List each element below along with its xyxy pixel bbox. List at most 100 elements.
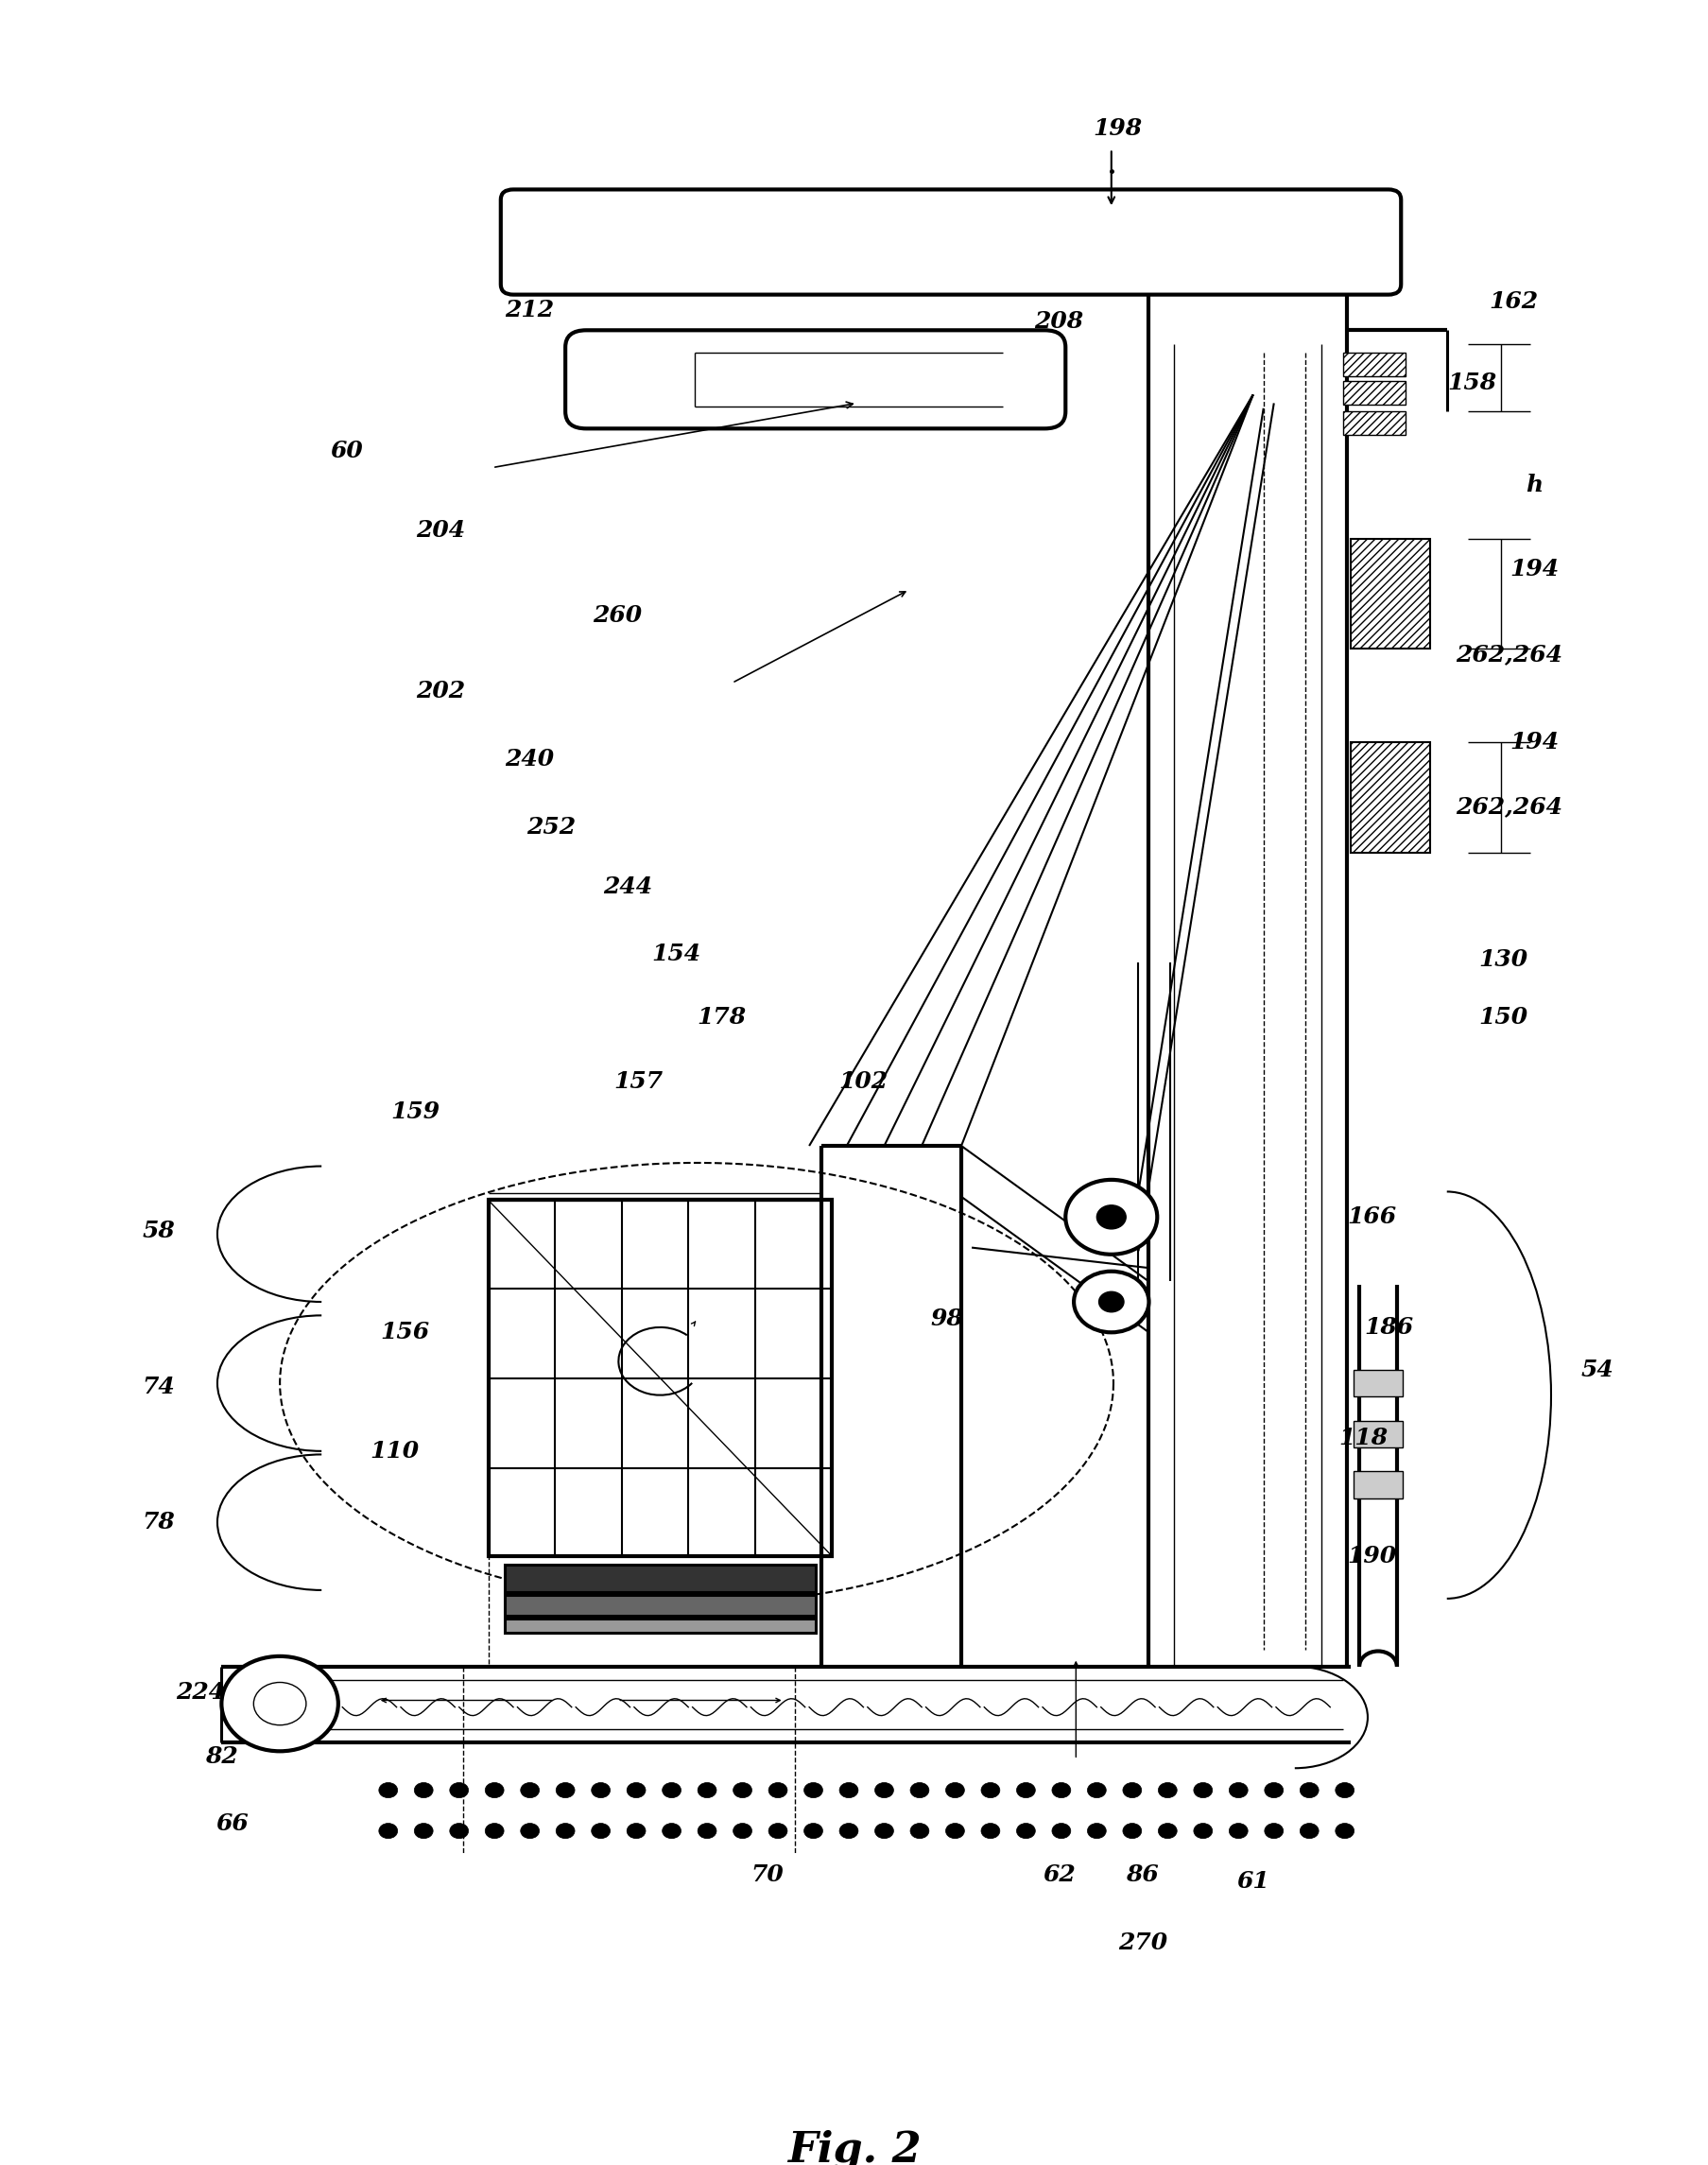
- Circle shape: [980, 1823, 999, 1838]
- Bar: [1351, 743, 1430, 853]
- Circle shape: [521, 1823, 540, 1838]
- Circle shape: [1088, 1823, 1107, 1838]
- Circle shape: [1336, 1823, 1354, 1838]
- Text: 240: 240: [506, 747, 555, 771]
- Circle shape: [521, 1782, 540, 1797]
- Text: 74: 74: [142, 1375, 176, 1399]
- Circle shape: [1122, 1823, 1141, 1838]
- Text: 58: 58: [142, 1219, 176, 1243]
- Circle shape: [379, 1823, 398, 1838]
- Circle shape: [557, 1823, 576, 1838]
- Circle shape: [1264, 1782, 1283, 1797]
- Text: 198: 198: [1093, 117, 1143, 141]
- Circle shape: [839, 1782, 857, 1797]
- Circle shape: [980, 1782, 999, 1797]
- Circle shape: [591, 1823, 610, 1838]
- Circle shape: [1336, 1782, 1354, 1797]
- Bar: [488, 1199, 832, 1557]
- Circle shape: [1264, 1823, 1283, 1838]
- Text: 86: 86: [1126, 1864, 1160, 1886]
- Circle shape: [1098, 1293, 1124, 1312]
- Text: 178: 178: [697, 1005, 746, 1028]
- Circle shape: [627, 1782, 646, 1797]
- Circle shape: [1122, 1782, 1141, 1797]
- Circle shape: [697, 1782, 716, 1797]
- Text: 60: 60: [330, 439, 364, 461]
- Text: 208: 208: [1035, 310, 1085, 333]
- Text: 157: 157: [613, 1070, 663, 1093]
- Text: 98: 98: [931, 1308, 963, 1329]
- Circle shape: [663, 1782, 681, 1797]
- FancyBboxPatch shape: [500, 191, 1401, 294]
- Circle shape: [697, 1823, 716, 1838]
- Circle shape: [485, 1823, 504, 1838]
- Text: 82: 82: [205, 1745, 237, 1767]
- Circle shape: [946, 1823, 965, 1838]
- Circle shape: [449, 1823, 468, 1838]
- Circle shape: [557, 1782, 576, 1797]
- Text: 262,264: 262,264: [1455, 643, 1563, 665]
- Text: 244: 244: [603, 875, 652, 898]
- FancyBboxPatch shape: [565, 331, 1066, 429]
- Circle shape: [839, 1823, 857, 1838]
- Bar: [1342, 381, 1406, 405]
- Text: 212: 212: [506, 299, 555, 320]
- Text: 166: 166: [1348, 1206, 1397, 1228]
- Circle shape: [591, 1782, 610, 1797]
- Circle shape: [449, 1782, 468, 1797]
- Bar: [1353, 1472, 1402, 1498]
- Circle shape: [1066, 1180, 1158, 1254]
- Text: 130: 130: [1479, 948, 1527, 970]
- Circle shape: [485, 1782, 504, 1797]
- Circle shape: [1194, 1823, 1213, 1838]
- Text: 118: 118: [1339, 1427, 1389, 1448]
- Bar: [1353, 1420, 1402, 1448]
- Text: 70: 70: [752, 1864, 784, 1886]
- Circle shape: [910, 1823, 929, 1838]
- Circle shape: [1194, 1782, 1213, 1797]
- Circle shape: [1158, 1782, 1177, 1797]
- Text: 194: 194: [1510, 732, 1559, 753]
- Circle shape: [804, 1823, 823, 1838]
- Circle shape: [1016, 1782, 1035, 1797]
- Circle shape: [222, 1656, 338, 1751]
- Text: 202: 202: [415, 680, 465, 704]
- Text: 162: 162: [1489, 290, 1539, 312]
- Circle shape: [1052, 1782, 1071, 1797]
- Bar: [1351, 539, 1430, 650]
- Text: 190: 190: [1348, 1546, 1397, 1567]
- Text: 78: 78: [142, 1511, 176, 1533]
- Text: 154: 154: [651, 944, 700, 966]
- Circle shape: [379, 1782, 398, 1797]
- Text: 150: 150: [1479, 1005, 1527, 1028]
- Circle shape: [769, 1782, 787, 1797]
- Circle shape: [415, 1823, 434, 1838]
- Text: 270: 270: [1119, 1931, 1167, 1955]
- Text: 262,264: 262,264: [1455, 795, 1563, 818]
- Text: 156: 156: [381, 1321, 429, 1344]
- Circle shape: [1052, 1823, 1071, 1838]
- Text: 62: 62: [1044, 1864, 1076, 1886]
- Text: 252: 252: [526, 816, 576, 838]
- Circle shape: [874, 1823, 893, 1838]
- Bar: [1342, 411, 1406, 435]
- Bar: [1342, 353, 1406, 377]
- Circle shape: [946, 1782, 965, 1797]
- Circle shape: [1016, 1823, 1035, 1838]
- Circle shape: [1088, 1782, 1107, 1797]
- Circle shape: [253, 1682, 306, 1726]
- Circle shape: [1300, 1823, 1319, 1838]
- Text: 158: 158: [1447, 372, 1496, 394]
- Text: 204: 204: [415, 520, 465, 541]
- Text: 54: 54: [1580, 1357, 1614, 1381]
- Text: 159: 159: [391, 1100, 441, 1124]
- Circle shape: [910, 1782, 929, 1797]
- Text: 110: 110: [371, 1440, 418, 1461]
- Bar: [1353, 1370, 1402, 1396]
- Bar: [506, 1596, 815, 1615]
- Text: 194: 194: [1510, 559, 1559, 580]
- Text: 102: 102: [839, 1070, 888, 1093]
- Circle shape: [415, 1782, 434, 1797]
- Text: 66: 66: [215, 1812, 248, 1836]
- Circle shape: [733, 1823, 752, 1838]
